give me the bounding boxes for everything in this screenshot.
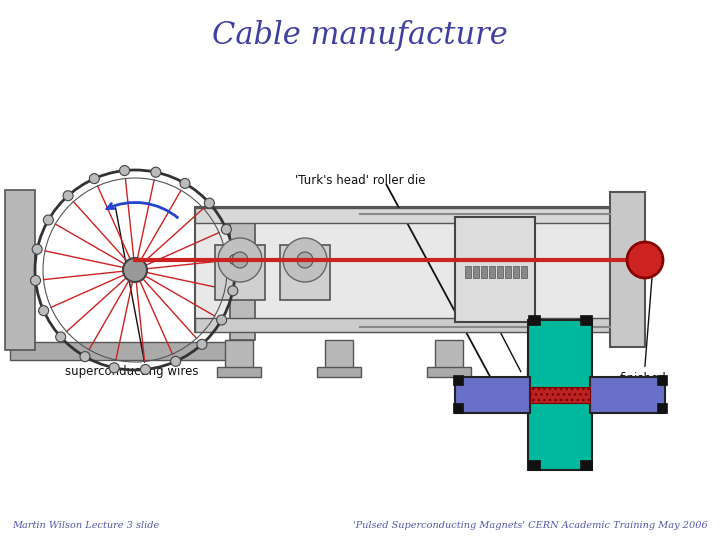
Bar bbox=[497, 266, 503, 278]
Bar bbox=[10, 342, 245, 360]
Circle shape bbox=[204, 198, 215, 208]
Circle shape bbox=[228, 286, 238, 296]
Bar bbox=[590, 377, 665, 413]
Bar bbox=[195, 208, 640, 223]
Text: superconducting wires: superconducting wires bbox=[65, 366, 199, 379]
Circle shape bbox=[150, 167, 161, 177]
Circle shape bbox=[30, 275, 40, 286]
Text: 'Pulsed Superconducting Magnets' CERN Academic Training May 2006: 'Pulsed Superconducting Magnets' CERN Ac… bbox=[354, 521, 708, 530]
Circle shape bbox=[283, 238, 327, 282]
Circle shape bbox=[80, 352, 90, 362]
Bar bbox=[528, 400, 592, 470]
Bar bbox=[528, 315, 540, 325]
Bar bbox=[453, 403, 463, 413]
Text: finished
cable: finished cable bbox=[620, 269, 667, 400]
Bar bbox=[230, 210, 255, 340]
Bar bbox=[217, 367, 261, 377]
Circle shape bbox=[109, 363, 120, 373]
Bar bbox=[215, 245, 265, 300]
Circle shape bbox=[140, 364, 150, 374]
Circle shape bbox=[297, 252, 313, 268]
Bar bbox=[535, 340, 563, 370]
Circle shape bbox=[171, 356, 181, 366]
FancyBboxPatch shape bbox=[195, 207, 640, 332]
Bar bbox=[505, 266, 511, 278]
Bar bbox=[527, 367, 571, 377]
Bar bbox=[455, 377, 530, 413]
Bar bbox=[465, 266, 471, 278]
Bar bbox=[489, 266, 495, 278]
Bar bbox=[528, 320, 592, 390]
Bar bbox=[455, 217, 535, 322]
Bar bbox=[580, 315, 592, 325]
Circle shape bbox=[55, 332, 66, 342]
Bar bbox=[280, 245, 330, 300]
Circle shape bbox=[627, 242, 663, 278]
Circle shape bbox=[89, 174, 99, 184]
Circle shape bbox=[123, 258, 147, 282]
Bar bbox=[528, 460, 540, 470]
Bar bbox=[5, 190, 35, 350]
Circle shape bbox=[120, 166, 130, 176]
Bar bbox=[195, 318, 640, 332]
Circle shape bbox=[221, 224, 231, 234]
Circle shape bbox=[180, 178, 190, 188]
Bar bbox=[473, 266, 479, 278]
Bar bbox=[317, 367, 361, 377]
Bar bbox=[530, 387, 590, 403]
Text: puller: puller bbox=[497, 326, 544, 390]
Text: Martin Wilson Lecture 3 slide: Martin Wilson Lecture 3 slide bbox=[12, 521, 159, 530]
Bar bbox=[580, 460, 592, 470]
Bar bbox=[225, 340, 253, 370]
Circle shape bbox=[63, 191, 73, 201]
Text: 'Turk's head' roller die: 'Turk's head' roller die bbox=[295, 173, 426, 186]
Bar bbox=[513, 266, 519, 278]
Circle shape bbox=[32, 244, 42, 254]
Bar bbox=[325, 340, 353, 370]
Bar bbox=[427, 367, 471, 377]
Bar bbox=[657, 375, 667, 385]
Bar bbox=[453, 375, 463, 385]
Text: Cable manufacture: Cable manufacture bbox=[212, 20, 508, 51]
Circle shape bbox=[197, 339, 207, 349]
Circle shape bbox=[217, 315, 227, 325]
Circle shape bbox=[43, 215, 53, 225]
Bar bbox=[481, 266, 487, 278]
Circle shape bbox=[230, 254, 240, 265]
Bar bbox=[435, 340, 463, 370]
Circle shape bbox=[218, 238, 262, 282]
Bar bbox=[657, 403, 667, 413]
Circle shape bbox=[232, 252, 248, 268]
Bar bbox=[610, 192, 645, 347]
Bar bbox=[521, 266, 527, 278]
Circle shape bbox=[39, 306, 49, 316]
